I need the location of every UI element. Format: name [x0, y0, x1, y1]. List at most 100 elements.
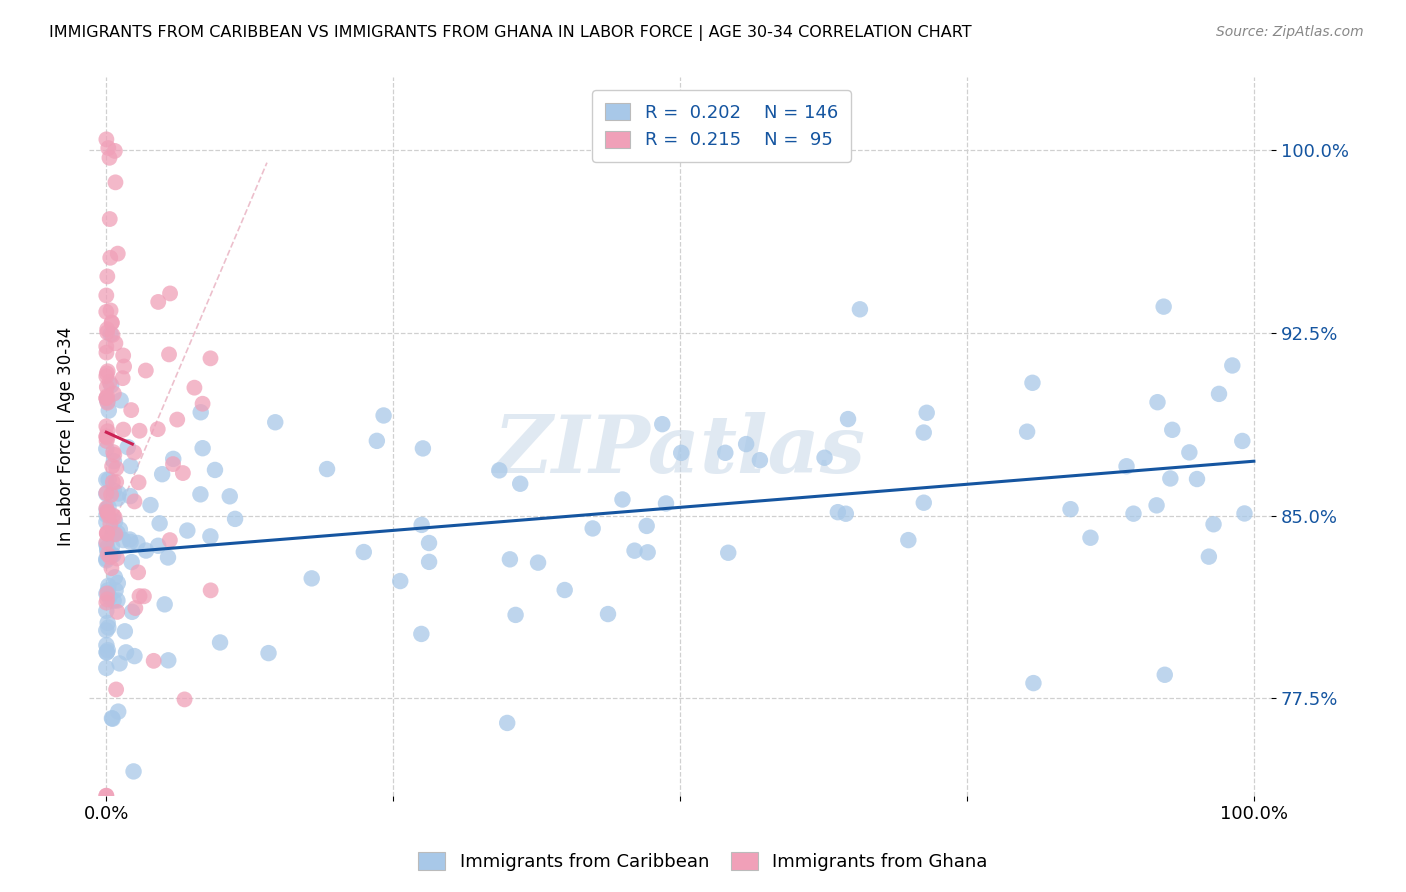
Point [148, 539, 170, 553]
Point [671, 446, 693, 460]
Point [104, 144, 127, 158]
Point [135, 363, 157, 377]
Point [148, 294, 170, 309]
Point [418, 536, 440, 550]
Point [714, 446, 737, 460]
Point [105, 682, 128, 697]
Point [107, 576, 129, 591]
Point [122, 445, 145, 459]
Point [1017, 425, 1039, 439]
Point [100, 488, 122, 502]
Point [204, 463, 226, 477]
Point [912, 496, 935, 510]
Point [124, 494, 146, 508]
Point [101, 526, 124, 541]
Point [149, 516, 172, 531]
Point [915, 406, 938, 420]
Point [122, 764, 145, 779]
Point [96, 552, 118, 566]
Point [96, 345, 118, 359]
Point [100, 316, 122, 330]
Point [124, 601, 146, 615]
Point [96, 367, 118, 381]
Point [190, 487, 212, 501]
Point [100, 378, 122, 392]
Point [612, 492, 634, 507]
Point [257, 646, 280, 660]
Point [97, 508, 120, 523]
Point [98, 251, 121, 265]
Point [111, 371, 134, 385]
Point [124, 649, 146, 664]
Point [1122, 507, 1144, 521]
Point [135, 543, 157, 558]
Point [105, 551, 128, 566]
Point [827, 505, 849, 519]
Point [496, 715, 519, 730]
Point [96, 537, 118, 551]
Point [1220, 359, 1243, 373]
Point [717, 546, 740, 560]
Point [112, 349, 135, 363]
Point [104, 336, 127, 351]
Point [218, 489, 240, 503]
Point [120, 489, 142, 503]
Point [162, 451, 184, 466]
Point [172, 466, 194, 480]
Point [112, 423, 135, 437]
Point [813, 450, 835, 465]
Point [637, 545, 659, 559]
Point [112, 359, 135, 374]
Point [101, 508, 124, 523]
Point [596, 607, 619, 621]
Point [316, 462, 339, 476]
Point [849, 302, 872, 317]
Point [103, 454, 125, 468]
Point [554, 582, 576, 597]
Point [499, 552, 522, 566]
Point [96, 486, 118, 500]
Point [183, 381, 205, 395]
Point [97, 473, 120, 487]
Point [96, 541, 118, 555]
Point [118, 533, 141, 547]
Point [96, 434, 118, 448]
Point [105, 605, 128, 619]
Point [159, 533, 181, 547]
Point [418, 555, 440, 569]
Point [107, 491, 129, 506]
Point [121, 605, 143, 619]
Point [1198, 549, 1220, 564]
Point [104, 515, 127, 529]
Point [150, 467, 173, 482]
Point [97, 500, 120, 515]
Point [97, 364, 120, 378]
Point [127, 566, 149, 580]
Point [101, 327, 124, 342]
Point [104, 570, 127, 584]
Point [1153, 300, 1175, 314]
Point [127, 536, 149, 550]
Point [735, 437, 758, 451]
Point [655, 496, 678, 510]
Point [96, 473, 118, 487]
Point [411, 627, 433, 641]
Point [98, 151, 121, 165]
Point [97, 141, 120, 155]
Point [107, 526, 129, 541]
Point [114, 624, 136, 639]
Point [96, 339, 118, 353]
Point [166, 412, 188, 426]
Point [103, 386, 125, 401]
Point [582, 521, 605, 535]
Point [132, 589, 155, 603]
Point [1178, 445, 1201, 459]
Point [103, 483, 125, 498]
Point [1233, 507, 1256, 521]
Point [488, 463, 510, 477]
Point [98, 516, 121, 531]
Point [96, 326, 118, 340]
Point [120, 403, 142, 417]
Point [96, 645, 118, 659]
Point [107, 486, 129, 500]
